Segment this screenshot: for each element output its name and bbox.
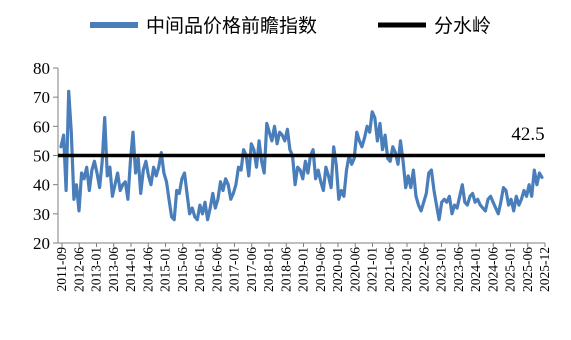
last-value-label: 42.5	[511, 124, 544, 145]
x-tick-label: 2014-06	[140, 247, 155, 292]
x-tick-label: 2023-01	[434, 247, 449, 292]
x-tick-label: 2021-06	[382, 247, 397, 292]
x-tick-label: 2016-06	[209, 247, 224, 292]
series-line-index	[59, 89, 544, 222]
x-tick-label: 2024-06	[485, 247, 500, 292]
x-tick-label: 2013-01	[89, 247, 104, 292]
x-tick-label: 2019-01	[296, 247, 311, 292]
x-tick-label: 2022-06	[416, 247, 431, 292]
x-tick-label: 2020-01	[330, 247, 345, 292]
x-tick-label: 2024-01	[468, 247, 483, 292]
x-tick-label: 2025-01	[503, 247, 518, 292]
x-tick-label: 2015-01	[158, 247, 173, 292]
annotations: 42.5	[511, 124, 544, 145]
x-tick-label: 2023-06	[451, 247, 466, 292]
legend-label-index: 中间品价格前瞻指数	[146, 15, 317, 37]
x-tick-label: 2021-01	[365, 247, 380, 292]
x-tick-label: 2020-06	[347, 247, 362, 292]
x-tick-label: 2018-01	[261, 247, 276, 292]
y-tick-label: 20	[33, 234, 50, 253]
y-axis-ticks: 20 30 40 50 60 70 80	[33, 59, 58, 253]
y-tick-label: 80	[33, 59, 50, 78]
x-tick-label: 2014-01	[123, 247, 138, 292]
legend-label-watershed: 分水岭	[434, 15, 491, 37]
x-tick-label: 2012-06	[71, 247, 86, 292]
series-group	[58, 89, 545, 222]
y-tick-label: 60	[33, 117, 50, 136]
x-tick-label: 2016-01	[192, 247, 207, 292]
x-tick-label: 2025-06	[520, 247, 535, 292]
legend: 中间品价格前瞻指数 分水岭	[90, 15, 491, 37]
x-tick-label: 2011-09	[54, 247, 69, 292]
x-tick-label: 2015-06	[175, 247, 190, 292]
y-tick-label: 30	[33, 205, 50, 224]
x-tick-label: 2017-01	[227, 247, 242, 292]
x-tick-label: 2025-12	[537, 247, 552, 292]
y-tick-label: 50	[33, 147, 50, 166]
y-tick-label: 40	[33, 176, 50, 195]
y-tick-label: 70	[33, 88, 50, 107]
x-axis-ticks: 2011-09 2012-06 2013-01 2013-06 2014-01 2014-…	[54, 243, 552, 292]
x-tick-label: 2013-06	[106, 247, 121, 292]
x-tick-label: 2017-06	[244, 247, 259, 292]
x-tick-label: 2019-06	[313, 247, 328, 292]
x-tick-label: 2018-06	[278, 247, 293, 292]
x-tick-label: 2022-01	[399, 247, 414, 292]
